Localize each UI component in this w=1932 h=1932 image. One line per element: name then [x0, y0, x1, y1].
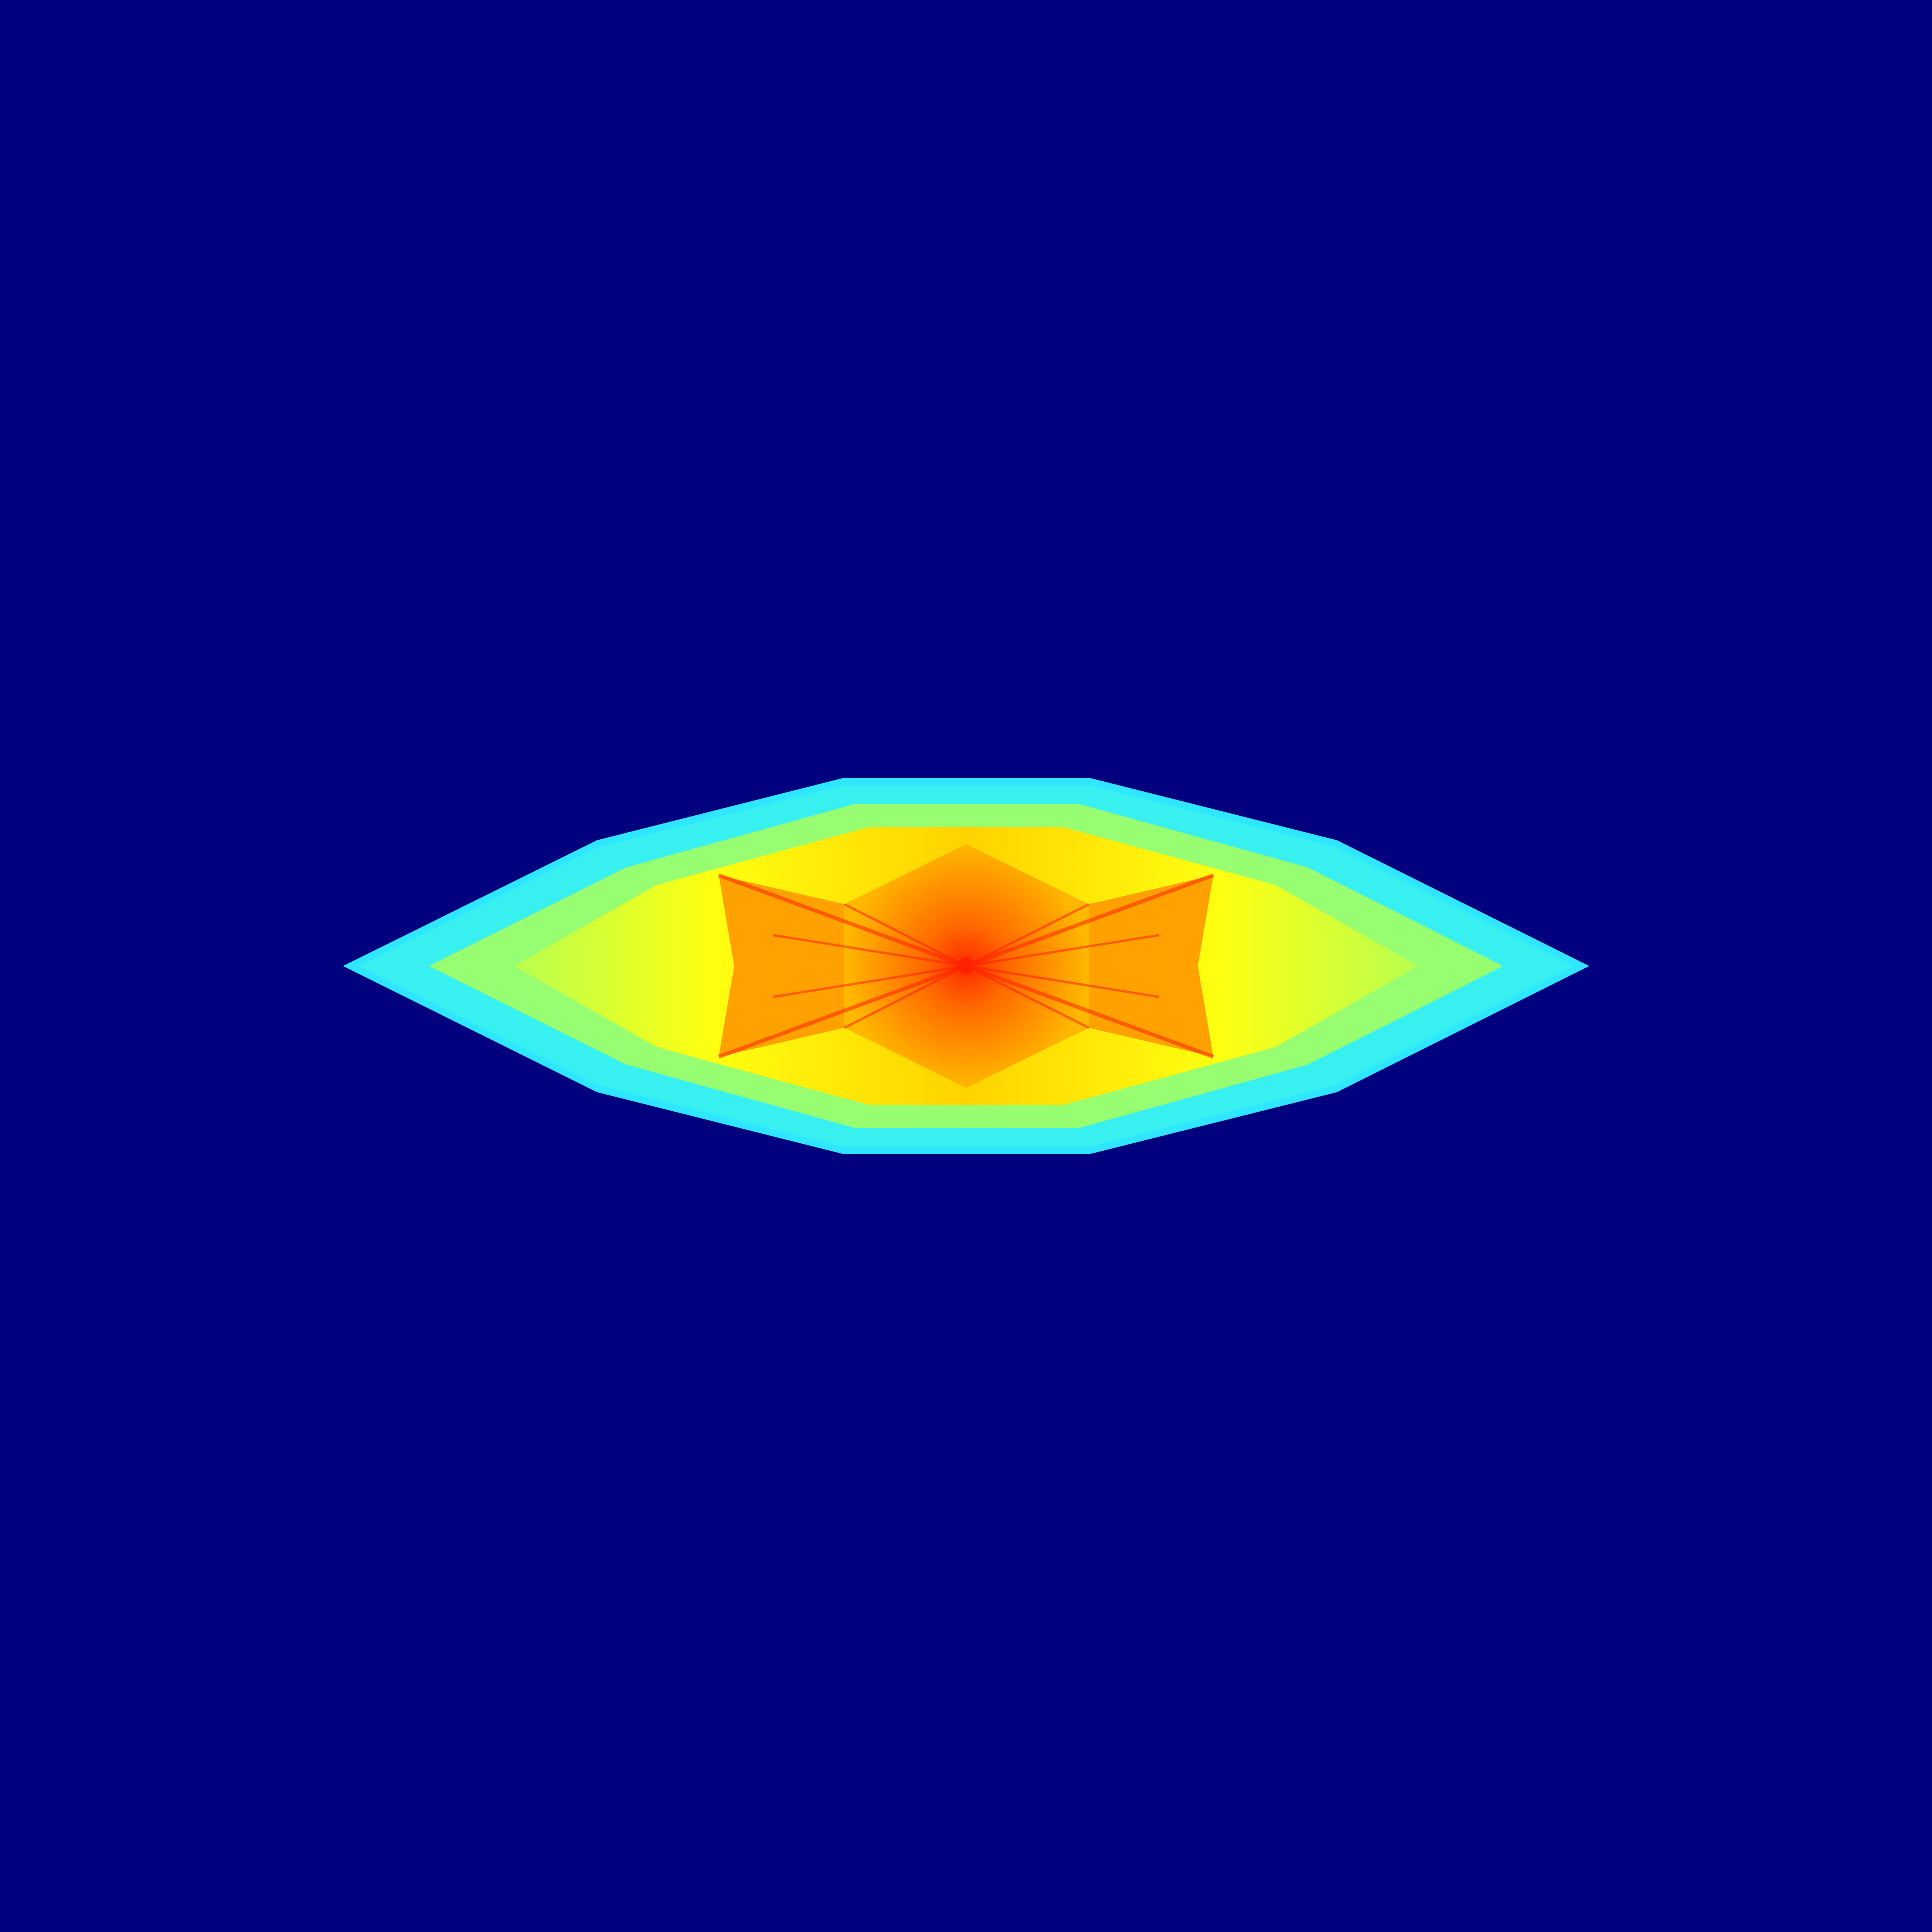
center-streaks — [718, 873, 1214, 1059]
streak-line — [965, 964, 1214, 1059]
center-hotspot — [957, 957, 975, 975]
streak-line — [965, 903, 1090, 967]
streak-line — [718, 964, 967, 1059]
streak-line — [966, 965, 1160, 998]
streak-line — [965, 873, 1214, 968]
streak-line — [772, 965, 966, 998]
streak-line — [966, 934, 1160, 967]
streak-line — [772, 934, 966, 967]
streak-line — [718, 873, 967, 968]
streak-line — [844, 965, 967, 1029]
streak-line — [965, 965, 1090, 1029]
streak-line — [844, 903, 967, 967]
